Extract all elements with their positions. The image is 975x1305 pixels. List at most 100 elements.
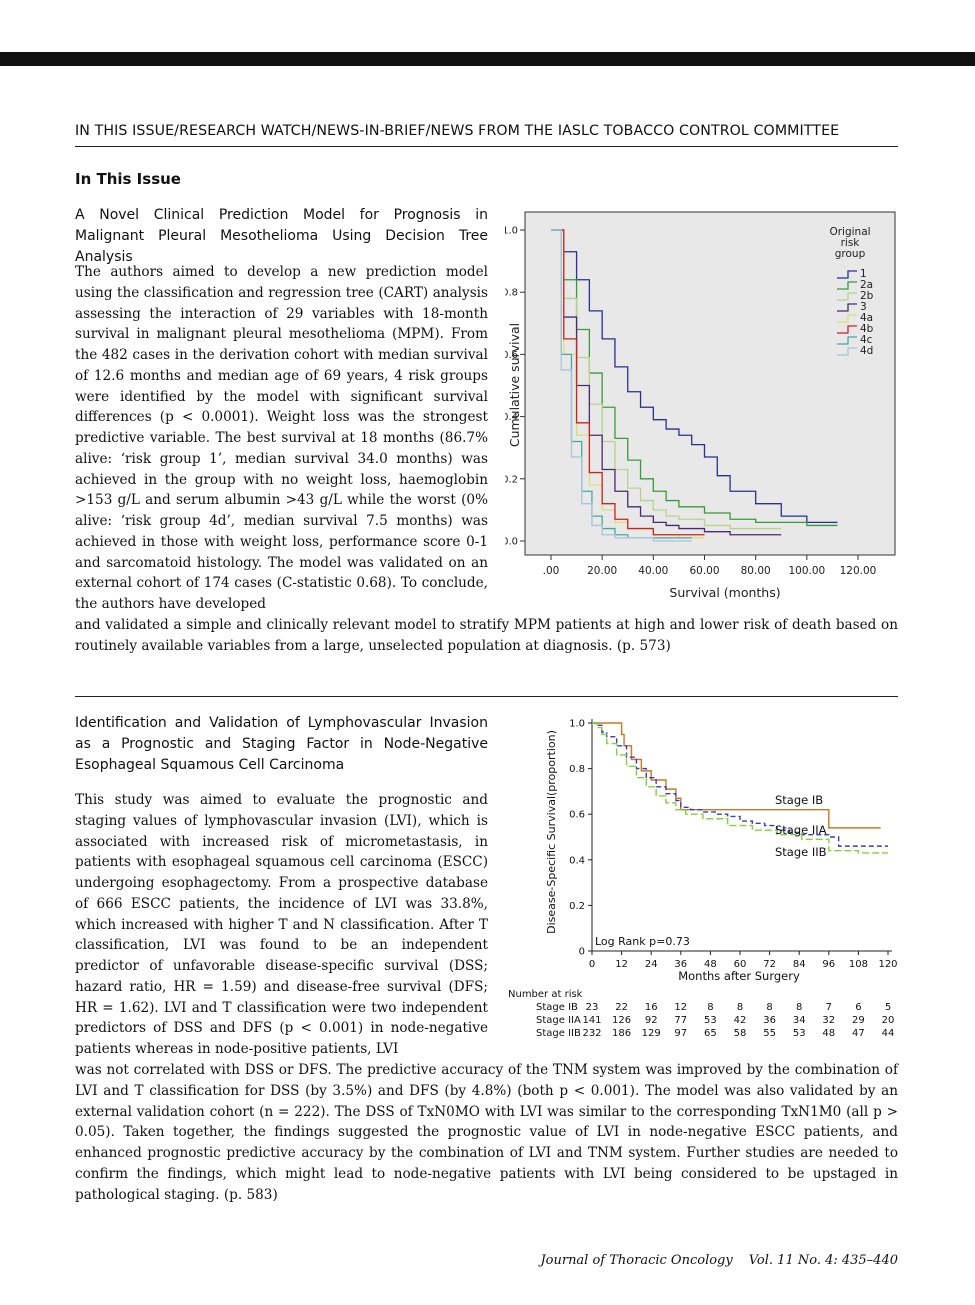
risk-table-value: 29 (852, 1015, 865, 1026)
risk-table-value: 44 (882, 1028, 895, 1039)
article1-title: A Novel Clinical Prediction Model for Pr… (75, 207, 488, 265)
risk-table-value: 53 (704, 1015, 717, 1026)
risk-table-value: 23 (586, 1002, 599, 1013)
x-tick-label: .00 (543, 565, 560, 577)
legend-swatch-4d (837, 347, 857, 356)
y-axis-label: Disease-Specific Survival(proportion) (545, 730, 558, 934)
risk-table-value: 186 (612, 1028, 631, 1039)
y-tick-label: 0.8 (569, 764, 585, 775)
risk-table-value: 34 (793, 1015, 806, 1026)
series-line-4b (551, 229, 705, 536)
risk-table-value: 97 (674, 1028, 687, 1039)
y-axis-label: Cumulative survival (507, 323, 522, 447)
risk-table-value: 232 (582, 1028, 601, 1039)
risk-table-value: 6 (855, 1002, 861, 1013)
risk-table-value: 141 (582, 1015, 601, 1026)
series-line-3 (551, 229, 782, 536)
series-label-stage-iib: Stage IIB (775, 845, 827, 859)
x-tick-label: 72 (763, 959, 776, 970)
legend-swatch-4a (837, 314, 857, 323)
risk-table-value: 5 (885, 1002, 891, 1013)
risk-table-value: 22 (615, 1002, 628, 1013)
risk-table-value: 77 (674, 1015, 687, 1026)
x-tick-label: 84 (793, 959, 806, 970)
x-tick-label: 100.00 (788, 565, 825, 577)
article2-body-full: was not correlated with DSS or DFS. The … (75, 1062, 898, 1203)
legend-label-4d: 4d (860, 345, 873, 357)
legend-swatch-1 (837, 270, 857, 279)
series-line-stage-iib (592, 722, 888, 854)
series-line-2a (551, 229, 838, 527)
legend-label-4a: 4a (860, 312, 873, 324)
x-tick-label: 60 (734, 959, 747, 970)
footer: Journal of Thoracic Oncology Vol. 11 No. … (540, 1253, 898, 1268)
risk-table-value: 8 (737, 1002, 743, 1013)
series-line-stage-ib (592, 722, 881, 829)
risk-table-row-label: Stage IB (536, 1002, 578, 1013)
risk-table-title: Number at risk (508, 989, 583, 1000)
risk-table-value: 65 (704, 1028, 717, 1039)
risk-table-value: 92 (645, 1015, 658, 1026)
x-tick-label: 40.00 (638, 565, 668, 577)
series-label-stage-ib: Stage IB (775, 793, 823, 807)
risk-table-value: 8 (707, 1002, 713, 1013)
article1-body-full: and validated a simple and clinically re… (75, 617, 898, 654)
y-tick-label: 0.6 (505, 350, 518, 361)
x-tick-label: 108 (849, 959, 868, 970)
risk-table-value: 8 (766, 1002, 772, 1013)
x-axis-label: Months after Surgery (678, 969, 800, 983)
risk-table-value: 8 (796, 1002, 802, 1013)
x-tick-label: 80.00 (741, 565, 771, 577)
risk-table-value: 55 (763, 1028, 776, 1039)
x-tick-label: 12 (615, 959, 628, 970)
risk-table-value: 20 (882, 1015, 895, 1026)
risk-table-value: 47 (852, 1028, 865, 1039)
y-tick-label: 0.0 (505, 537, 518, 548)
risk-table-row-label: Stage IIA (536, 1015, 581, 1026)
series-line-4d (551, 229, 692, 542)
top-black-bar (0, 52, 975, 66)
risk-table-value: 42 (734, 1015, 747, 1026)
footer-volume: Vol. 11 No. 4: 435–440 (748, 1253, 898, 1268)
km-chart-escc: 0 12 24 36 48 60 72 84 96 108 120 0 0.2 0.4 0.6 0.8 1.0 M… (508, 719, 898, 1040)
y-tick-label: 0.4 (569, 855, 585, 866)
legend-label-1: 1 (860, 268, 867, 280)
legend-swatch-4b (837, 325, 857, 334)
legend-title: group (835, 248, 866, 260)
series-label-stage-iia: Stage IIA (775, 823, 827, 837)
risk-table-value: 48 (822, 1028, 835, 1039)
series-line-2b (551, 229, 782, 530)
y-tick-label: 0.2 (505, 474, 518, 485)
risk-table-value: 58 (734, 1028, 747, 1039)
y-tick-label: 0.4 (505, 412, 518, 423)
legend-label-4c: 4c (860, 334, 873, 346)
legend-swatch-2b (837, 292, 857, 301)
risk-table-value: 12 (674, 1002, 687, 1013)
x-tick-label: 60.00 (689, 565, 719, 577)
risk-table-value: 129 (642, 1028, 661, 1039)
legend-swatch-4c (837, 336, 857, 345)
series-line-stage-iia (592, 722, 888, 847)
x-tick-label: 120.00 (840, 565, 877, 577)
y-tick-label: 0.2 (569, 901, 585, 912)
running-title: IN THIS ISSUE/RESEARCH WATCH/NEWS-IN-BRI… (75, 123, 840, 139)
legend-label-3: 3 (860, 301, 867, 313)
y-tick-label: 0.6 (569, 810, 585, 821)
x-tick-label: 0 (589, 959, 595, 970)
risk-table-value: 16 (645, 1002, 658, 1013)
article2-title: Identification and Validation of Lymphov… (75, 715, 488, 773)
legend-swatch-2a (837, 281, 857, 290)
x-tick-label: 120 (878, 959, 897, 970)
y-tick-label: 1.0 (505, 226, 518, 237)
risk-table-value: 7 (826, 1002, 832, 1013)
section-title: In This Issue (75, 170, 181, 188)
series-line-1 (551, 229, 838, 523)
footer-journal: Journal of Thoracic Oncology (540, 1253, 733, 1268)
risk-table-value: 126 (612, 1015, 631, 1026)
legend-label-2b: 2b (860, 290, 874, 302)
x-tick-label: 48 (704, 959, 717, 970)
risk-table-value: 53 (793, 1028, 806, 1039)
legend-swatch-3 (837, 303, 857, 312)
header-rule (75, 146, 898, 147)
risk-table-row-label: Stage IIB (536, 1028, 581, 1039)
